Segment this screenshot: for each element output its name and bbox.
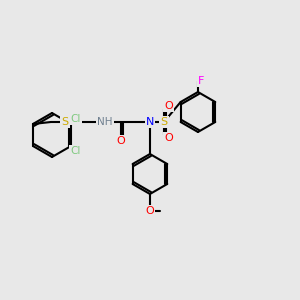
Text: O: O bbox=[146, 206, 154, 216]
Text: NH: NH bbox=[97, 117, 113, 127]
Text: N: N bbox=[146, 117, 154, 127]
Text: O: O bbox=[117, 136, 125, 146]
Text: S: S bbox=[160, 117, 167, 127]
Text: O: O bbox=[165, 133, 173, 143]
Text: S: S bbox=[61, 117, 68, 127]
Text: O: O bbox=[165, 101, 173, 111]
Text: Cl: Cl bbox=[70, 113, 81, 124]
Text: F: F bbox=[198, 76, 204, 86]
Text: Cl: Cl bbox=[70, 146, 81, 157]
